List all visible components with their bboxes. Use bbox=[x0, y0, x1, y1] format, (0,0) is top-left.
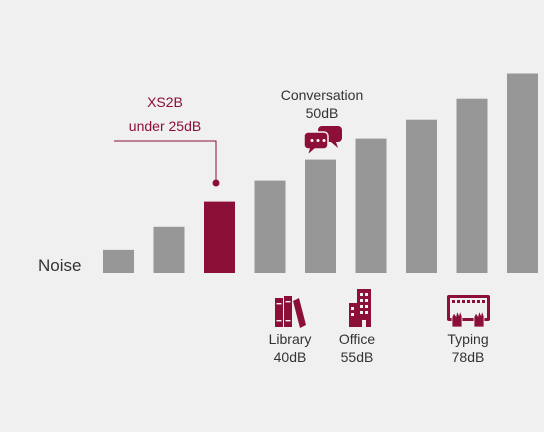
bar-xs2b bbox=[204, 201, 235, 273]
bar-7 bbox=[456, 98, 488, 273]
bar-0 bbox=[103, 249, 134, 273]
building-icon bbox=[349, 289, 371, 327]
bar-4 bbox=[305, 159, 336, 273]
speech-bubbles-icon bbox=[303, 126, 342, 159]
xs2b-value: under 25dB bbox=[129, 118, 201, 134]
office-label: Office bbox=[339, 331, 376, 347]
xs2b-dot-icon bbox=[212, 179, 220, 187]
office-value: 55dB bbox=[341, 349, 374, 365]
conversation-value: 50dB bbox=[306, 105, 339, 121]
bars-group bbox=[103, 73, 538, 273]
library-label: Library bbox=[269, 331, 312, 347]
xs2b-leader-line bbox=[114, 140, 217, 183]
conversation-label: Conversation bbox=[281, 87, 364, 103]
library-value: 40dB bbox=[274, 349, 307, 365]
conversation-annotation: Conversation 50dB bbox=[281, 87, 364, 159]
office-annotation: Office 55dB bbox=[339, 289, 376, 365]
y-axis-label: Noise bbox=[38, 256, 81, 275]
xs2b-label: XS2B bbox=[147, 94, 183, 110]
typing-annotation: Typing 78dB bbox=[447, 295, 490, 365]
bar-6 bbox=[406, 119, 437, 273]
keyboard-hands-icon bbox=[447, 295, 490, 328]
xs2b-callout: XS2B under 25dB bbox=[114, 94, 220, 187]
bar-5 bbox=[355, 138, 387, 273]
typing-value: 78dB bbox=[452, 349, 485, 365]
books-icon bbox=[275, 296, 306, 328]
typing-label: Typing bbox=[447, 331, 488, 347]
bar-3 bbox=[254, 180, 286, 273]
bar-1 bbox=[153, 226, 185, 273]
library-annotation: Library 40dB bbox=[269, 296, 312, 365]
bar-8 bbox=[507, 73, 538, 273]
